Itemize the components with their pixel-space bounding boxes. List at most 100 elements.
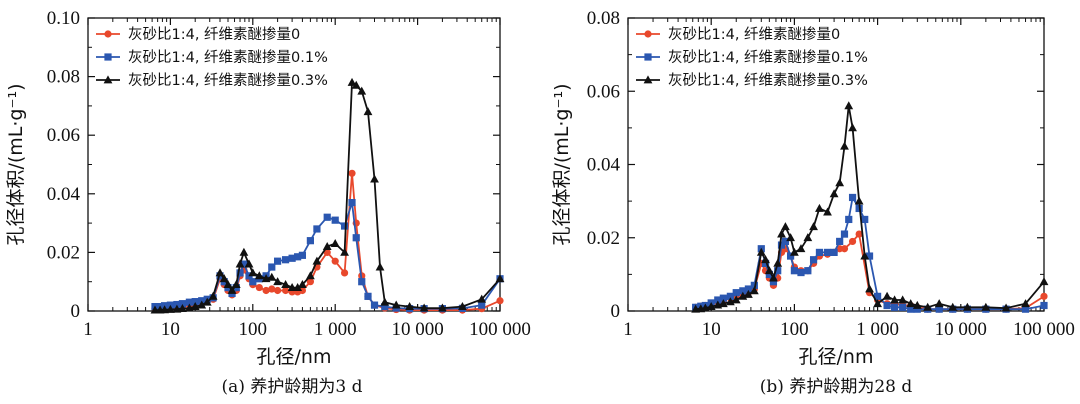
- legend-marker: [103, 75, 113, 84]
- data-point: [381, 303, 389, 311]
- data-point: [215, 268, 225, 277]
- data-point: [845, 215, 853, 224]
- legend: 灰砂比1:4, 纤维素醚掺量0 灰砂比1:4, 纤维素醚掺量0.1% 灰砂比1:4,…: [96, 26, 328, 89]
- data-point: [923, 302, 933, 311]
- data-point: [935, 305, 943, 313]
- data-point: [840, 230, 849, 238]
- data-point: [769, 278, 778, 286]
- y-tick-label: 0: [611, 301, 621, 322]
- data-point: [882, 291, 892, 300]
- data-point: [899, 303, 907, 311]
- data-point: [235, 259, 245, 268]
- data-point: [281, 286, 290, 295]
- data-point: [848, 123, 857, 132]
- data-point: [761, 255, 770, 264]
- figure-caption: (a) 养护龄期为3 d: [222, 377, 363, 397]
- data-point: [786, 252, 795, 260]
- data-point: [173, 300, 181, 309]
- data-point: [331, 216, 339, 224]
- data-point: [777, 241, 786, 249]
- data-point: [340, 269, 349, 277]
- legend-label: 灰砂比1:4, 纤维素醚掺量0.3%: [668, 72, 868, 89]
- data-point: [197, 300, 207, 309]
- x-axis-title: 孔径/nm: [257, 346, 332, 368]
- x-tick-label: 100 000: [1013, 319, 1075, 340]
- data-point: [351, 80, 361, 89]
- data-point: [854, 196, 864, 205]
- data-point: [907, 305, 915, 313]
- legend-label: 灰砂比1:4, 纤维素醚掺量0.1%: [128, 49, 328, 66]
- data-point: [458, 302, 467, 311]
- data-point: [322, 241, 332, 250]
- data-point: [330, 239, 340, 248]
- data-point: [836, 237, 844, 246]
- data-point: [761, 259, 770, 267]
- data-point: [477, 294, 487, 303]
- data-point: [906, 299, 916, 308]
- data-point: [815, 248, 824, 256]
- data-point: [756, 247, 766, 256]
- data-point: [840, 245, 849, 253]
- data-point: [797, 268, 805, 277]
- data-point: [912, 300, 922, 309]
- data-point: [363, 107, 373, 116]
- data-point: [248, 268, 258, 277]
- data-point: [236, 269, 244, 277]
- data-point: [726, 292, 734, 300]
- data-point: [347, 77, 357, 86]
- data-point: [191, 298, 199, 306]
- data-point: [240, 260, 248, 268]
- figure-caption: (b) 养护龄期为28 d: [760, 377, 913, 397]
- data-point: [774, 267, 782, 275]
- data-point: [340, 247, 349, 256]
- data-point: [178, 304, 187, 313]
- data-point: [744, 285, 753, 293]
- data-point: [823, 207, 832, 216]
- legend-label: 灰砂比1:4, 纤维素醚掺量0.3%: [128, 72, 328, 89]
- data-point: [731, 295, 741, 304]
- data-point: [375, 262, 385, 271]
- data-point: [202, 297, 212, 306]
- legend-label: 灰砂比1:4, 纤维素醚掺量0: [128, 26, 300, 43]
- data-point: [160, 305, 169, 314]
- y-tick-label: 0.06: [47, 125, 80, 146]
- data-point: [340, 222, 349, 230]
- data-point: [790, 267, 798, 275]
- data-point: [898, 295, 908, 304]
- x-tick-label: 1: [83, 319, 93, 340]
- series-line: [695, 105, 1045, 311]
- data-point: [1001, 303, 1011, 312]
- x-tick-label: 10 000: [935, 319, 987, 340]
- x-tick-label: 100: [239, 319, 268, 340]
- data-point: [865, 284, 874, 293]
- chart-curing-28d: 1 10 100 1 000 10 000 100 000 0 0.02 0.04 0.06 0.0…: [551, 8, 1075, 397]
- data-point: [262, 286, 270, 295]
- data-point: [809, 222, 818, 231]
- data-point: [496, 297, 504, 305]
- data-point: [495, 274, 505, 283]
- data-point: [1021, 305, 1030, 313]
- data-point: [273, 277, 283, 286]
- data-point: [874, 292, 882, 300]
- legend: 灰砂比1:4, 纤维素醚掺量0 灰砂比1:4, 纤维素醚掺量0.1% 灰砂比1:4,…: [636, 26, 868, 89]
- data-point: [268, 285, 276, 293]
- data-point: [348, 198, 356, 207]
- data-point: [865, 252, 874, 260]
- y-tick-label: 0.08: [587, 8, 620, 29]
- data-point: [298, 251, 307, 259]
- data-point: [848, 193, 857, 202]
- data-point: [178, 300, 187, 308]
- data-point: [249, 278, 257, 286]
- data-point: [223, 280, 233, 289]
- data-point: [190, 302, 200, 311]
- data-point: [478, 301, 486, 309]
- data-point: [706, 302, 716, 311]
- legend-label: 灰砂比1:4, 纤维素醚掺量0.1%: [668, 49, 868, 66]
- data-point: [835, 178, 845, 187]
- y-tick-label: 0.06: [587, 81, 620, 102]
- data-point: [268, 263, 276, 271]
- data-point: [1039, 277, 1049, 286]
- data-point: [773, 258, 783, 267]
- data-point: [267, 272, 277, 281]
- y-axis-title: 孔径体积/(mL·g⁻¹): [551, 83, 573, 245]
